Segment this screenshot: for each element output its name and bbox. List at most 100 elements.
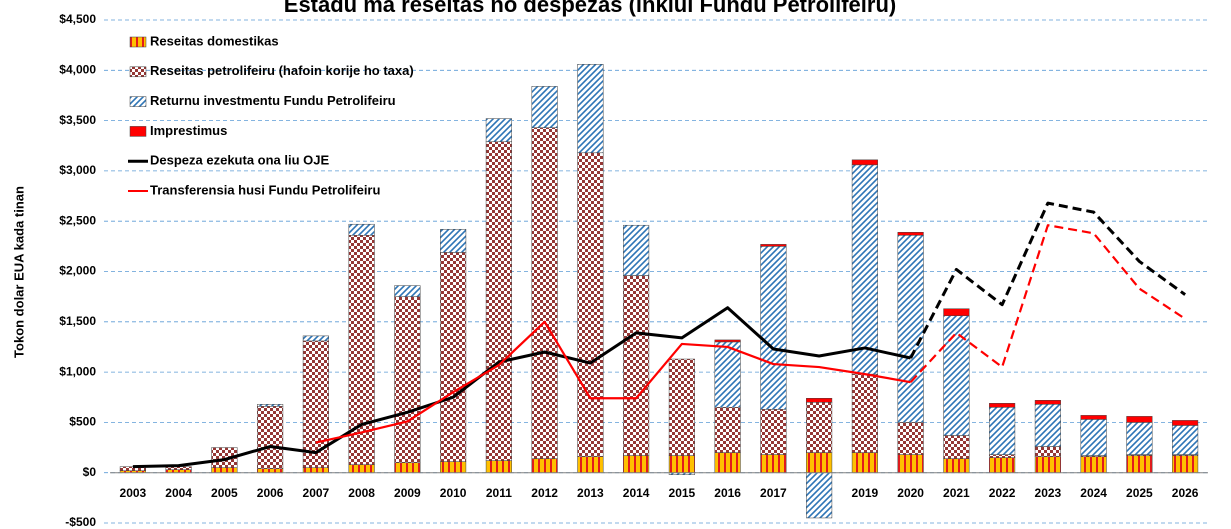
bar-segment (348, 223, 375, 236)
x-tick-label: 2021 (943, 486, 970, 500)
y-tick-label: $4,000 (59, 62, 96, 76)
bar-segment (806, 398, 833, 403)
bar-segment (943, 458, 970, 473)
bar-segment (302, 335, 329, 342)
bar-segment (806, 402, 833, 453)
x-tick-label: 2014 (623, 486, 650, 500)
chart-title: Estadu ma reseitas no despezas (inklui F… (284, 0, 896, 17)
bar-segment (1080, 456, 1107, 473)
bar-segment (440, 252, 467, 462)
bar-segment (668, 358, 695, 456)
bar-segment (760, 409, 787, 455)
bar-segment (760, 246, 787, 410)
bar-segment (851, 373, 878, 453)
y-tick-label: $3,500 (59, 113, 96, 127)
bar-segment (302, 467, 329, 473)
bar-segment (440, 228, 467, 253)
bar-segment (1034, 456, 1061, 473)
y-tick-label: $500 (69, 415, 96, 429)
x-tick-label: 2020 (897, 486, 924, 500)
bar-segment (851, 159, 878, 166)
y-tick-label: $2,000 (59, 264, 96, 278)
bar-segment (943, 308, 970, 317)
legend-swatch (129, 36, 147, 48)
line-series (909, 201, 1187, 359)
x-tick-label: 2008 (348, 486, 375, 500)
bar-segment (394, 296, 421, 463)
bar-segment (1126, 455, 1153, 473)
x-tick-label: 2016 (714, 486, 741, 500)
x-tick-label: 2005 (211, 486, 238, 500)
bar-segment (989, 403, 1016, 408)
bar-segment (1080, 415, 1107, 420)
legend-label: Reseitas domestikas (150, 33, 279, 48)
bar-segment (577, 456, 604, 473)
bar-segment (348, 464, 375, 473)
bar-segment (531, 127, 558, 459)
x-tick-label: 2022 (989, 486, 1016, 500)
y-tick-label: -$500 (65, 515, 96, 529)
bar-segment (714, 407, 741, 453)
bar-segment (1172, 425, 1199, 455)
x-tick-label: 2013 (577, 486, 604, 500)
x-tick-label: 2010 (440, 486, 467, 500)
bar-segment (943, 315, 970, 436)
x-tick-label: 2019 (852, 486, 879, 500)
y-tick-label: $3,000 (59, 163, 96, 177)
x-tick-label: 2011 (486, 486, 512, 500)
legend-swatch (129, 66, 147, 78)
x-tick-label: 2017 (760, 486, 787, 500)
x-tick-label: 2015 (669, 486, 696, 500)
bar-segment (897, 454, 924, 473)
bar-segment (1126, 416, 1153, 423)
bar-segment (897, 422, 924, 455)
bar-segment (1172, 455, 1199, 473)
bar-segment (394, 462, 421, 473)
bar-segment (851, 164, 878, 375)
bar-segment (211, 447, 238, 468)
bar-segment (714, 339, 741, 343)
y-tick-label: $1,500 (59, 314, 96, 328)
legend-label: Imprestimus (150, 123, 227, 138)
x-tick-label: 2023 (1035, 486, 1062, 500)
bar-segment (623, 455, 650, 473)
bar-segment (760, 454, 787, 473)
bar-segment (943, 435, 970, 459)
bar-segment (714, 452, 741, 473)
bar-segment (485, 118, 512, 142)
bar-segment (806, 472, 833, 519)
bar-segment (897, 235, 924, 423)
y-tick-label: $0 (83, 465, 97, 479)
bar-segment (1034, 446, 1061, 457)
x-tick-label: 2004 (165, 486, 192, 500)
bar-segment (531, 458, 558, 473)
bar-segment (440, 461, 467, 473)
bar-segment (531, 86, 558, 128)
y-tick-label: $4,500 (59, 12, 96, 26)
bar-segment (623, 275, 650, 456)
bar-segment (257, 406, 284, 469)
bar-segment (760, 244, 787, 247)
x-tick-label: 2006 (257, 486, 284, 500)
bar-segment (623, 224, 650, 276)
bar-segment (257, 468, 284, 473)
bar-segment (257, 404, 284, 407)
bar-segment (989, 457, 1016, 473)
bar-segment (897, 232, 924, 236)
bar-segment (577, 152, 604, 457)
bar-segment (485, 460, 512, 473)
x-tick-label: 2012 (531, 486, 558, 500)
bar-segment (348, 235, 375, 465)
legend-swatch (129, 96, 147, 107)
bar-segment (1172, 420, 1199, 426)
x-tick-label: 2026 (1172, 486, 1199, 500)
bar-segment (211, 467, 238, 473)
x-tick-label: 2024 (1080, 486, 1107, 500)
bar-segment (989, 407, 1016, 455)
bar-segment (806, 452, 833, 473)
legend-label: Returnu investmentu Fundu Petrolifeiru (150, 93, 396, 108)
bar-segment (1034, 400, 1061, 405)
bar-segment (989, 454, 1016, 458)
legend-swatch (129, 126, 147, 137)
